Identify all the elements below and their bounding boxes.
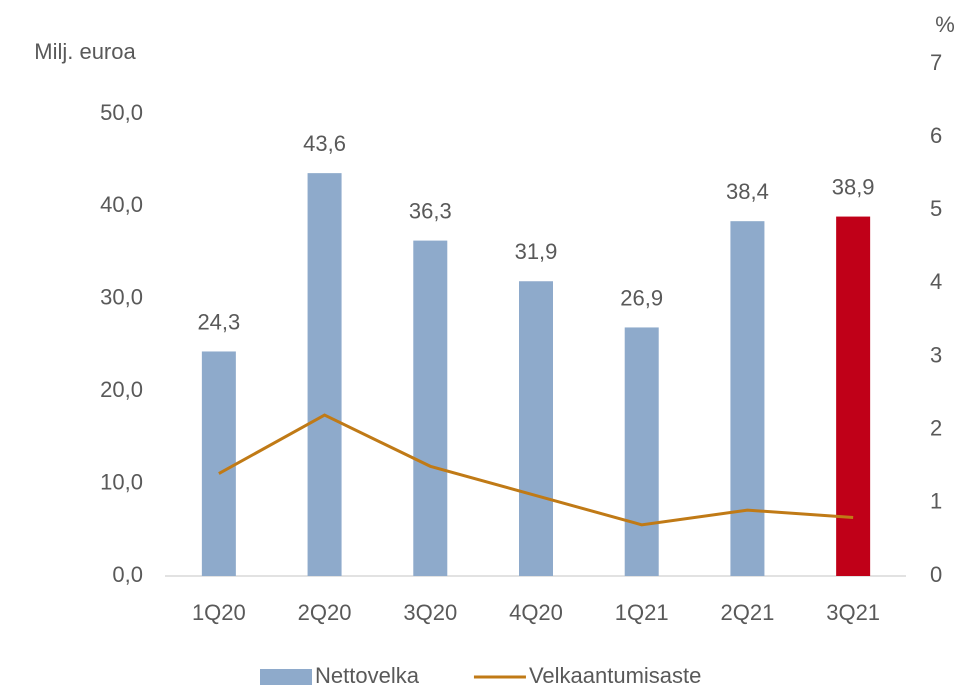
y2-tick-label: 5 — [930, 196, 942, 221]
y2-tick-label: 7 — [930, 50, 942, 75]
bar — [413, 240, 448, 576]
y-tick-label: 20,0 — [100, 377, 143, 402]
y2-tick-label: 3 — [930, 342, 942, 367]
legend-label: Nettovelka — [315, 663, 420, 688]
bar — [307, 173, 342, 577]
y2-tick-label: 4 — [930, 269, 942, 294]
x-tick-label: 4Q20 — [509, 600, 563, 625]
line — [218, 413, 854, 527]
bar — [730, 221, 765, 576]
x-tick-label: 1Q20 — [192, 600, 246, 625]
y2-axis-label: % — [935, 12, 955, 37]
data-label: 36,3 — [409, 198, 452, 223]
bar — [836, 216, 871, 576]
data-label: 38,9 — [832, 174, 875, 199]
data-label: 31,9 — [515, 239, 558, 264]
legend-swatch — [260, 669, 312, 685]
legend-label: Velkaantumisaste — [529, 663, 701, 688]
x-tick-label: 1Q21 — [615, 600, 669, 625]
data-label: 26,9 — [620, 285, 663, 310]
data-label: 43,6 — [303, 131, 346, 156]
x-tick-label: 2Q20 — [298, 600, 352, 625]
y2-tick-label: 0 — [930, 562, 942, 587]
y-tick-label: 40,0 — [100, 192, 143, 217]
y-tick-label: 50,0 — [100, 100, 143, 125]
x-tick-label: 3Q21 — [826, 600, 880, 625]
y-tick-label: 10,0 — [100, 469, 143, 494]
y2-tick-label: 1 — [930, 489, 942, 514]
data-label: 24,3 — [197, 309, 240, 334]
x-tick-label: 2Q21 — [721, 600, 775, 625]
bar — [624, 327, 659, 576]
y-tick-label: 30,0 — [100, 285, 143, 310]
y-tick-label: 0,0 — [112, 562, 143, 587]
y-axis-label: Milj. euroa — [34, 39, 136, 64]
data-label: 38,4 — [726, 179, 769, 204]
x-tick-label: 3Q20 — [403, 600, 457, 625]
bar — [519, 281, 553, 576]
bar — [201, 351, 236, 576]
y2-tick-label: 2 — [930, 416, 942, 441]
y2-tick-label: 6 — [930, 123, 942, 148]
